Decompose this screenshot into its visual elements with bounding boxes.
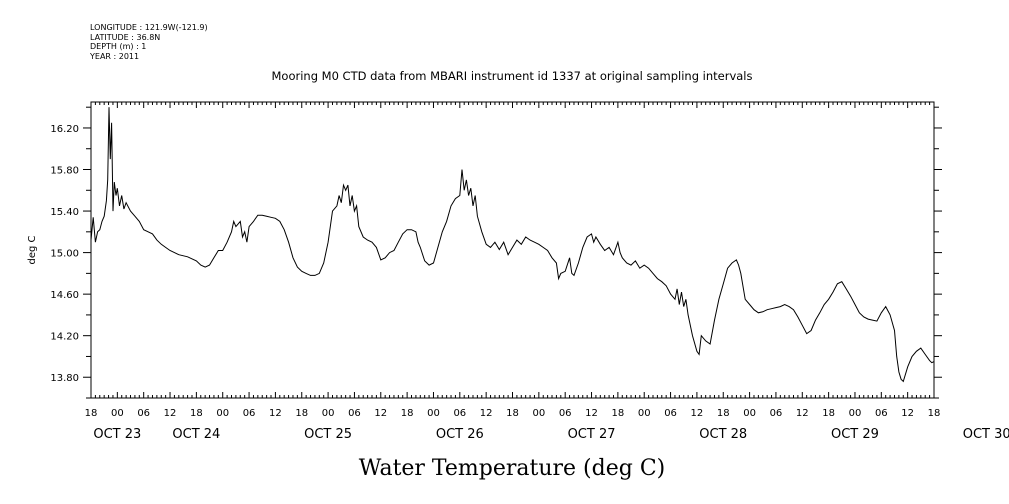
x-date-label: OCT 27 <box>568 427 616 442</box>
series-layer <box>90 107 935 383</box>
latitude-text: LATITUDE : 36.8N <box>90 32 161 42</box>
x-axis: 18 00 06 12 18 00 06 12 18 00 06 12 18 00 06 12 18 00 06 12… <box>85 408 1009 442</box>
x-axis-title: Water Temperature (deg C) <box>359 456 666 481</box>
x-hour-label: 00 <box>743 408 756 419</box>
depth-text: DEPTH (m) : 1 <box>90 42 147 51</box>
x-date-label: OCT 26 <box>436 427 484 442</box>
x-hour-label: 00 <box>427 408 440 419</box>
x-hour-label: 00 <box>849 408 862 419</box>
y-axis-label: deg C <box>27 235 38 264</box>
x-hour-label: 00 <box>638 408 651 419</box>
plot-frame <box>90 101 935 399</box>
x-hour-label: 12 <box>480 408 493 419</box>
y-tick-label: 15.80 <box>50 166 79 177</box>
x-hour-label: 18 <box>928 408 941 419</box>
y-tick-label: 14.60 <box>50 290 79 301</box>
x-hour-label: 18 <box>295 408 308 419</box>
x-hour-label: 12 <box>691 408 704 419</box>
x-hour-label: 00 <box>216 408 229 419</box>
x-hour-label: 06 <box>559 408 572 419</box>
x-hour-label: 18 <box>822 408 835 419</box>
water-temperature-line <box>90 107 935 383</box>
y-tick-label: 15.00 <box>50 249 79 260</box>
x-hour-label: 18 <box>401 408 414 419</box>
x-date-label: OCT 23 <box>93 427 141 442</box>
x-hour-label: 06 <box>875 408 888 419</box>
x-hour-label: 18 <box>85 408 98 419</box>
x-date-label: OCT 30 <box>963 427 1009 442</box>
x-hour-label: 06 <box>348 408 361 419</box>
x-hour-label: 12 <box>269 408 282 419</box>
year-text: YEAR : 2011 <box>90 51 140 61</box>
x-hour-label: 18 <box>612 408 625 419</box>
x-date-label: OCT 25 <box>304 427 352 442</box>
x-hour-label: 00 <box>111 408 124 419</box>
y-axis: 13.80 14.20 14.60 15.00 15.40 15.80 16.20 <box>50 106 942 399</box>
x-hour-label: 06 <box>243 408 256 419</box>
chart-title: Mooring M0 CTD data from MBARI instrumen… <box>272 69 753 83</box>
x-hour-label: 12 <box>796 408 809 419</box>
x-hour-label: 06 <box>664 408 677 419</box>
x-hour-label: 12 <box>374 408 387 419</box>
minor-ticks <box>90 102 935 398</box>
x-hour-label: 12 <box>901 408 914 419</box>
x-date-label: OCT 24 <box>172 427 220 442</box>
x-hour-label: 00 <box>322 408 335 419</box>
x-hour-label: 18 <box>506 408 519 419</box>
x-hour-label: 18 <box>190 408 203 419</box>
y-tick-label: 16.20 <box>50 124 79 135</box>
x-hour-label: 18 <box>717 408 730 419</box>
x-hour-label: 12 <box>585 408 598 419</box>
x-hour-label: 06 <box>770 408 783 419</box>
y-tick-label: 14.20 <box>50 332 79 343</box>
longitude-text: LONGITUDE : 121.9W(-121.9) <box>90 23 208 32</box>
x-date-label: OCT 28 <box>699 427 747 442</box>
x-hour-label: 06 <box>453 408 466 419</box>
metadata-block: LONGITUDE : 121.9W(-121.9) LATITUDE : 36… <box>90 23 208 61</box>
y-tick-label: 15.40 <box>50 207 79 218</box>
x-hour-label: 12 <box>164 408 177 419</box>
x-hour-label: 06 <box>137 408 150 419</box>
x-hour-label: 00 <box>532 408 545 419</box>
y-tick-label: 13.80 <box>50 373 79 384</box>
x-date-label: OCT 29 <box>831 427 879 442</box>
